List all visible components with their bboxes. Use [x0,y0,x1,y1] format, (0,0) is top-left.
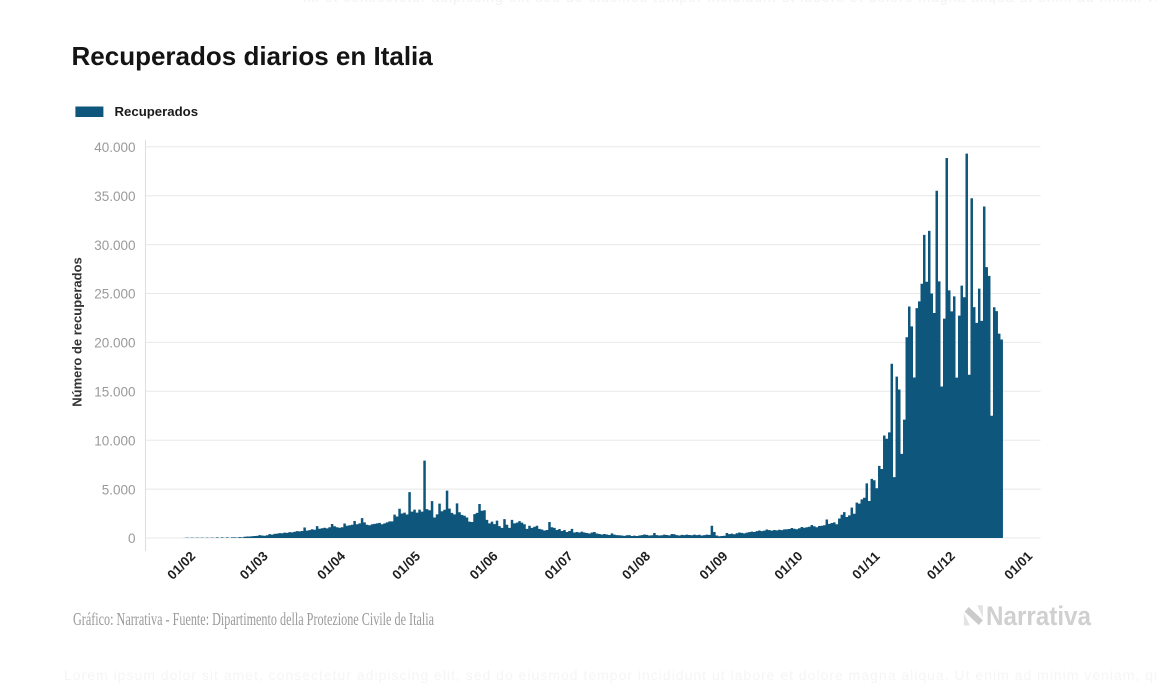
svg-text:5.000: 5.000 [102,482,136,497]
svg-text:01/02: 01/02 [164,548,198,582]
svg-text:01/11: 01/11 [849,548,883,582]
svg-text:01/12: 01/12 [924,548,958,582]
svg-text:01/10: 01/10 [771,548,805,582]
svg-text:Gráfico: Narrativa - Fuente: D: Gráfico: Narrativa - Fuente: Dipartiment… [73,609,434,629]
svg-text:01/01: 01/01 [1001,548,1036,583]
svg-text:30.000: 30.000 [94,238,135,253]
svg-text:0: 0 [128,531,136,546]
svg-text:35.000: 35.000 [94,189,135,204]
svg-text:15.000: 15.000 [94,385,135,400]
svg-text:25.000: 25.000 [94,287,135,302]
svg-text:01/05: 01/05 [389,548,424,583]
svg-text:01/03: 01/03 [237,548,271,582]
svg-text:01/07: 01/07 [542,548,576,582]
svg-text:01/04: 01/04 [314,548,349,583]
svg-text:Recuperados: Recuperados [115,104,199,119]
svg-text:10.000: 10.000 [94,433,135,448]
svg-text:01/06: 01/06 [467,548,501,582]
svg-text:Recuperados diarios en Italia: Recuperados diarios en Italia [72,41,434,71]
svg-text:Número de recuperados: Número de recuperados [70,257,85,407]
svg-text:20.000: 20.000 [94,336,135,351]
svg-text:01/08: 01/08 [619,548,653,582]
svg-text:01/09: 01/09 [696,548,730,582]
svg-text:40.000: 40.000 [94,140,135,155]
svg-text:Narrativa: Narrativa [986,601,1091,631]
